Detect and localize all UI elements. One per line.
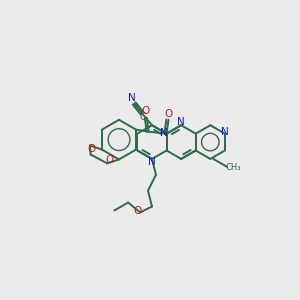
Text: O: O xyxy=(88,143,96,154)
Text: C: C xyxy=(140,112,146,122)
Text: O: O xyxy=(164,109,173,119)
Text: N: N xyxy=(148,157,156,167)
Text: N: N xyxy=(128,94,136,103)
Text: N: N xyxy=(177,117,185,127)
Text: N: N xyxy=(160,128,167,138)
Text: O: O xyxy=(133,206,141,216)
Text: O: O xyxy=(142,106,150,116)
Text: N: N xyxy=(221,127,229,137)
Text: O: O xyxy=(105,155,113,165)
Text: CH₃: CH₃ xyxy=(225,163,241,172)
